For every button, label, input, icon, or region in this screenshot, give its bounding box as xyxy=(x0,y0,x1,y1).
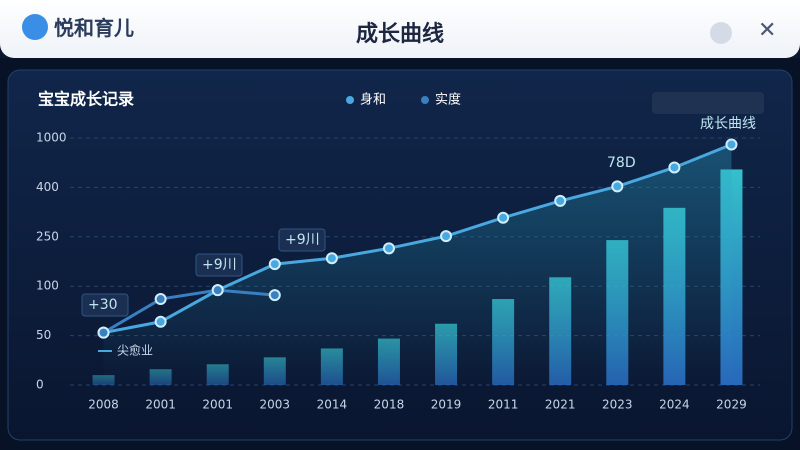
page-title: 成长曲线 xyxy=(355,22,444,47)
x-tick-label: 2029 xyxy=(716,398,747,412)
point xyxy=(325,252,338,265)
x-tick-label: 2023 xyxy=(602,398,633,412)
point xyxy=(497,211,510,224)
x-tick-label: 2018 xyxy=(374,398,405,412)
point xyxy=(611,180,624,193)
y-tick-label: 250 xyxy=(36,229,59,243)
point xyxy=(554,194,567,207)
annotation: 78D xyxy=(607,155,636,171)
x-tick-label: 2003 xyxy=(260,398,291,412)
x-tick-label: 2021 xyxy=(545,398,576,412)
area xyxy=(103,144,732,385)
close-button[interactable]: ✕ xyxy=(758,18,777,43)
panel-title: 宝宝成长记录 xyxy=(38,90,134,109)
y-tick-label: 100 xyxy=(36,279,59,293)
x-tick-label: 2001 xyxy=(202,398,233,412)
y-tick-label: 0 xyxy=(36,378,44,392)
app-name: 悦和育儿 xyxy=(54,16,134,40)
legend-label: 身和 xyxy=(360,92,386,108)
series-line xyxy=(103,143,733,335)
y-tick-label: 400 xyxy=(36,180,59,194)
point xyxy=(211,284,224,297)
point xyxy=(97,326,110,339)
header: 悦和育儿 成长曲线 ✕ xyxy=(0,0,800,58)
x-tick-label: 2011 xyxy=(488,398,519,412)
annotation: +30 xyxy=(88,297,118,313)
point xyxy=(154,293,167,306)
legend-label: 实度 xyxy=(435,92,461,108)
x-tick-label: 2024 xyxy=(659,398,690,412)
annotation-box xyxy=(81,293,129,317)
legend-dot xyxy=(346,96,354,104)
annotation-box xyxy=(195,253,243,277)
point xyxy=(440,230,453,243)
x-tick-label: 2008 xyxy=(88,398,119,412)
legend-dot xyxy=(421,96,429,104)
point xyxy=(154,315,167,328)
point xyxy=(725,138,738,151)
annotation: 尖愈业 xyxy=(117,343,153,358)
x-tick-label: 2019 xyxy=(431,398,462,412)
annotation: +9川 xyxy=(202,257,237,273)
y-tick-label: 50 xyxy=(36,328,51,342)
annotation-box xyxy=(278,228,326,252)
x-tick-label: 2014 xyxy=(317,398,348,412)
y-tick-label: 1000 xyxy=(36,131,67,145)
logo: 悦和育儿 xyxy=(22,12,134,41)
point xyxy=(668,161,681,174)
annotation: 成长曲线 xyxy=(700,116,756,132)
avatar-button[interactable] xyxy=(710,22,732,44)
series-line xyxy=(102,288,275,334)
x-tick-label: 2001 xyxy=(145,398,176,412)
point xyxy=(382,242,395,255)
point xyxy=(268,289,281,302)
search-box[interactable] xyxy=(652,92,764,114)
point xyxy=(268,258,281,271)
annotation: +9川 xyxy=(285,232,320,248)
